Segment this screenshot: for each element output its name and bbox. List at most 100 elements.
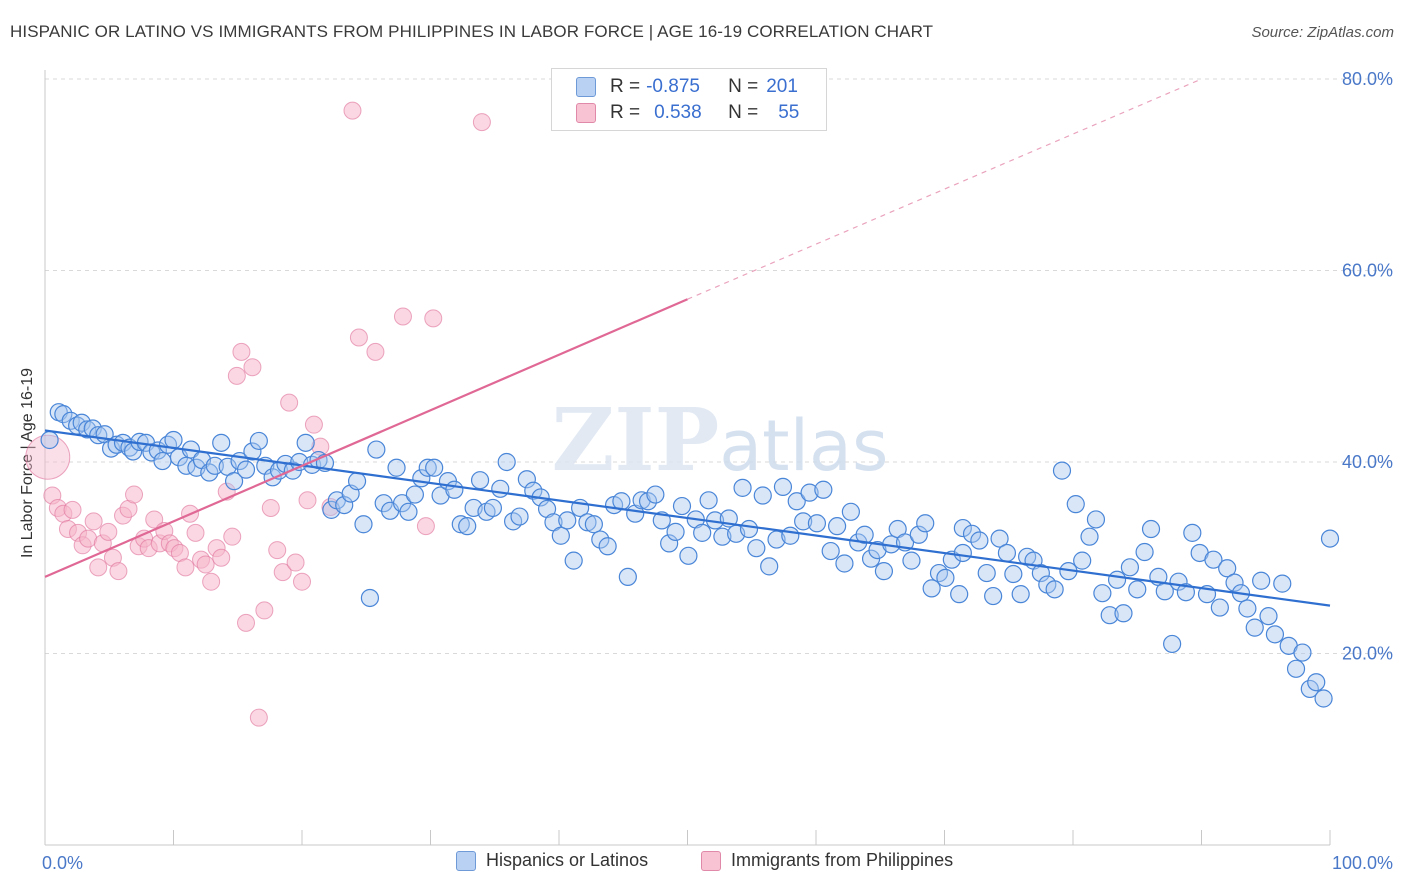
philippines-point (416, 517, 435, 536)
legend: R = -0.875 N = 201 R = 0.538 N = 55 (551, 68, 827, 131)
hispanic-trend-line (44, 429, 1331, 607)
hispanic-point (445, 480, 464, 499)
philippines-point (186, 523, 205, 542)
y-tick-label: 80.0% (1342, 69, 1393, 89)
hispanic-point (425, 458, 444, 477)
hispanic-point (739, 519, 759, 539)
hispanic-point (672, 496, 692, 516)
hispanic-point (760, 557, 779, 576)
hispanic-point (418, 458, 437, 477)
hispanic-point (1163, 634, 1182, 654)
hispanic-point (1314, 689, 1333, 708)
hispanic-point (524, 481, 543, 500)
hispanic-point (236, 460, 256, 479)
hispanic-point (997, 543, 1017, 563)
hispanic-point (491, 479, 510, 498)
legend-r-value: 0.538 (654, 102, 702, 123)
hispanic-point (679, 546, 698, 565)
bottom-legend-hispanic: Hispanics or Latinos (456, 850, 648, 871)
hispanic-point (1183, 523, 1202, 542)
hispanic-point (666, 522, 685, 541)
hispanic-point (598, 537, 617, 556)
philippines-point (202, 572, 221, 591)
hispanic-point (40, 430, 59, 450)
philippines-point (212, 548, 231, 567)
hispanic-point (773, 477, 793, 496)
hispanic-point (1204, 550, 1223, 569)
hispanic-point (868, 540, 887, 560)
hispanic-point (1100, 606, 1119, 625)
hispanic-point (510, 507, 529, 526)
philippines-trend-line (44, 298, 688, 578)
hispanic-point (1293, 643, 1312, 662)
philippines-point (472, 113, 491, 132)
hispanic-point (578, 513, 597, 532)
x-tick-label-min: 0.0% (42, 853, 83, 873)
hispanic-point (1093, 584, 1112, 603)
hispanic-point (360, 588, 380, 608)
hispanic-point (1225, 573, 1244, 592)
hispanic-point (1210, 598, 1229, 617)
hispanic-points (40, 403, 1340, 708)
hispanic-point (733, 478, 752, 497)
hispanic-point (1066, 495, 1085, 514)
philippines-point (227, 366, 246, 385)
philippines-point (268, 541, 287, 560)
hispanic-point (787, 492, 806, 511)
philippines-point (349, 328, 368, 347)
hispanic-point (807, 514, 827, 533)
hispanic-point (431, 486, 450, 505)
philippines-trend-extension (687, 78, 1202, 300)
hispanic-point (828, 517, 847, 536)
hispanic-point (1252, 571, 1271, 590)
watermark: ZIPatlas (552, 390, 889, 491)
hispanic-point (399, 502, 418, 521)
hispanic-point (936, 568, 955, 587)
legend-n-label: N = (728, 76, 759, 97)
hispanic-point (962, 524, 982, 543)
hispanic-point (821, 541, 840, 561)
hispanic-point (953, 543, 972, 563)
hispanic-point (909, 525, 928, 544)
philippines-point (249, 708, 268, 727)
legend-row-hispanic: R = -0.875 N = 201 (576, 74, 798, 100)
chart-title: HISPANIC OR LATINO VS IMMIGRANTS FROM PH… (10, 22, 934, 41)
philippines-point (89, 558, 108, 577)
hispanic-point (781, 526, 800, 545)
y-tick-label: 60.0% (1342, 261, 1393, 281)
hispanic-point (458, 517, 477, 536)
bottom-legend-label: Immigrants from Philippines (731, 850, 954, 870)
hispanic-point (584, 515, 603, 534)
hispanic-point (1265, 625, 1285, 644)
philippines-point (125, 485, 144, 504)
hispanic-point (922, 579, 941, 598)
hispanic-point (205, 456, 224, 475)
legend-r-label: R = (610, 76, 641, 97)
hispanic-point (970, 531, 989, 550)
philippines-point (109, 562, 128, 581)
legend-row-philippines: R = 0.538 N = 55 (576, 100, 799, 126)
hispanic-point (347, 472, 367, 491)
hispanic-point (164, 430, 183, 450)
hispanic-point (89, 426, 108, 445)
hispanic-point (747, 539, 766, 558)
hispanic-point (699, 491, 718, 510)
philippines-point (145, 510, 164, 529)
philippines-point (304, 415, 323, 434)
philippines-point (261, 498, 280, 517)
philippines-point (25, 434, 71, 480)
hispanic-point (1052, 461, 1072, 480)
philippines-point (223, 527, 242, 546)
hispanic-point (916, 514, 935, 533)
philippines-point (286, 553, 305, 572)
philippines-point (196, 555, 215, 574)
source-label: Source: ZipAtlas.com (1251, 24, 1394, 41)
legend-swatch-blue (576, 77, 596, 97)
hispanic-point (451, 515, 470, 534)
philippines-point (280, 393, 299, 412)
hispanic-point (78, 420, 97, 439)
hispanic-point (354, 515, 373, 534)
hispanic-point (902, 551, 921, 570)
hispanic-point (1176, 583, 1195, 602)
hispanic-point (564, 551, 583, 570)
